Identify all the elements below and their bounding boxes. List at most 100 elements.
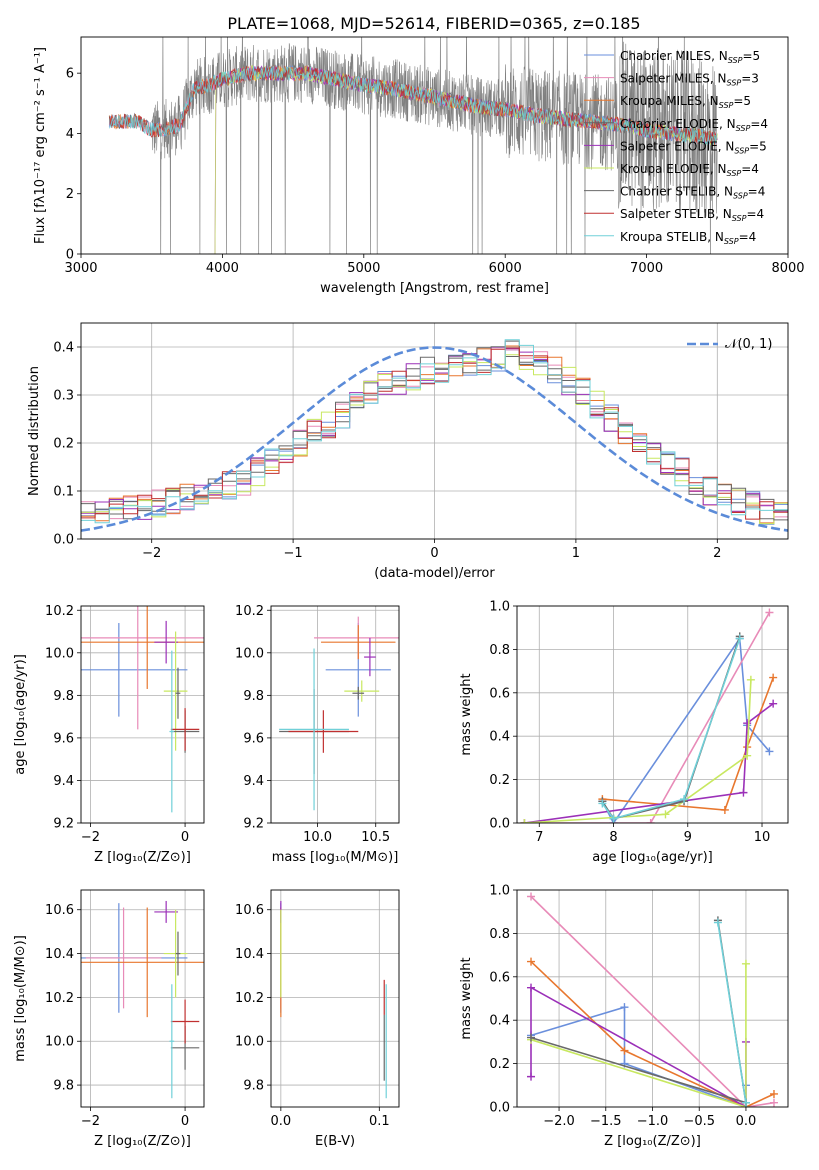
residuals-xtick-label: 1 [572, 546, 580, 561]
weight-vs-Z-ytick-label: 0.2 [489, 1057, 510, 1072]
mass-vs-EBV-frame [270, 889, 400, 1108]
weight-vs-Z-xtick-label: −1.0 [637, 1114, 669, 1129]
legend-entry-n: =5 [749, 139, 767, 153]
figure-title: PLATE=1068, MJD=52614, FIBERID=0365, z=0… [227, 14, 640, 33]
age-vs-Z-ytick-label: 9.4 [53, 774, 74, 789]
weight-marker [527, 1072, 536, 1081]
age-vs-Z-ytick-label: 10.0 [45, 646, 74, 661]
weight-vs-age-xtick-label: 7 [535, 830, 543, 845]
legend-entry-n: =4 [750, 117, 768, 131]
weight-marker [769, 673, 778, 682]
mass-vs-Z-ylabel: mass [log₁₀(M/M⊙)] [13, 935, 28, 1062]
age-vs-mass-ytick-label: 9.8 [243, 689, 264, 704]
mass-vs-EBV-xtick-label: 0.1 [369, 1114, 390, 1129]
legend-entry-name: Chabrier MILES, N [620, 49, 728, 63]
age-vs-mass-ytick-label: 9.6 [243, 731, 264, 746]
mass-vs-EBV-panel: 0.0 0.1 9.8 10.0 10.2 10.4 10.6 E(B-V) [235, 889, 400, 1149]
mass-vs-Z-xtick-label: −2 [81, 1114, 100, 1129]
legend-entry-sub: SSP [727, 79, 742, 88]
spectrum-ytick-label: 6 [66, 67, 74, 82]
weight-vs-Z-xtick-label: −2.0 [543, 1114, 575, 1129]
weight-vs-Z-xtick-label: −0.5 [683, 1114, 715, 1129]
spectrum-xtick-label: 7000 [630, 261, 663, 276]
weight-vs-Z-plot-area [527, 892, 778, 1107]
weight-marker [598, 799, 607, 808]
legend-entry-name: Kroupa MILES, N [620, 94, 719, 108]
weight-marker [765, 747, 774, 756]
legend-entry-sub: SSP [728, 56, 743, 65]
age-vs-mass-ytick-label: 9.4 [243, 774, 264, 789]
legend-entry-n: =4 [746, 207, 764, 221]
weight-line [530, 895, 775, 1107]
residuals-xtick-label: 2 [713, 546, 721, 561]
weight-marker [741, 959, 750, 968]
age-vs-Z-xlabel: Z [log₁₀(Z/Z⊙)] [94, 850, 191, 865]
weight-marker [720, 805, 729, 814]
legend-entry-n: =4 [748, 185, 766, 199]
spectrum-xtick-label: 4000 [206, 261, 239, 276]
weight-vs-Z-xlabel: Z [log₁₀(Z/Z⊙)] [604, 1134, 701, 1149]
weight-vs-age-ytick-label: 0.2 [489, 773, 510, 788]
spectrum-ytick-label: 2 [66, 187, 74, 202]
spectrum-observed-line [151, 37, 718, 254]
spectrum-panel: 3000 4000 5000 6000 7000 8000 0 2 4 6 wavelength [… [33, 36, 805, 296]
spectrum-model-line [108, 65, 718, 145]
weight-vs-age-ytick-label: 0.8 [489, 643, 510, 658]
spectrum-xtick-label: 8000 [771, 261, 804, 276]
weight-line [717, 922, 747, 1103]
weight-line [601, 638, 741, 820]
weight-marker [743, 719, 752, 728]
legend-entry-n: =4 [739, 230, 757, 244]
weight-line [530, 961, 775, 1107]
legend-entry-name: Chabrier ELODIE, N [620, 117, 736, 131]
legend-entry: Salpeter MILES, NSSP=3 [620, 72, 759, 88]
weight-vs-Z-ytick-label: 0.4 [489, 1014, 510, 1029]
legend-entry-name: Kroupa STELIB, N [620, 230, 724, 244]
legend-entry-name: Chabrier STELIB, N [620, 185, 733, 199]
residual-histogram-step [81, 340, 788, 521]
residuals-panel: −2 −1 0 1 2 0.0 0.1 0.2 0.3 0.4 (data-model)/error… [27, 322, 789, 581]
weight-marker [527, 983, 536, 992]
age-vs-Z-ytick-label: 9.8 [53, 689, 74, 704]
spectrum-model-line [108, 64, 718, 144]
weight-vs-age-panel: 7 8 9 10 0.0 0.2 0.4 0.6 0.8 1.0 age [log₁₀(age/yr… [459, 600, 789, 865]
age-vs-mass-xtick-label: 10.5 [361, 830, 390, 845]
residuals-xtick-label: −1 [284, 546, 303, 561]
weight-marker [620, 1003, 629, 1012]
weight-marker [661, 810, 670, 819]
spectrum-ylabel: Flux [fλ10⁻¹⁷ erg cm⁻² s⁻¹ A⁻¹] [33, 47, 48, 244]
weight-marker [527, 892, 536, 901]
mass-vs-Z-xlabel: Z [log₁₀(Z/Z⊙)] [94, 1134, 191, 1149]
residuals-ytick-label: 0.4 [53, 341, 74, 356]
residuals-xlabel: (data-model)/error [374, 566, 495, 581]
weight-vs-age-xtick-label: 10 [754, 830, 771, 845]
weight-line [524, 612, 771, 823]
legend-entry-name: Salpeter ELODIE, N [620, 139, 734, 153]
age-vs-mass-frame [270, 605, 400, 824]
weight-vs-Z-xtick-label: 0.0 [736, 1114, 757, 1129]
mass-vs-Z-frame [80, 889, 205, 1108]
weight-marker [520, 819, 529, 823]
weight-vs-age-ytick-label: 0.4 [489, 730, 510, 745]
weight-vs-age-ytick-label: 0.6 [489, 686, 510, 701]
legend-entry-n: =5 [742, 49, 760, 63]
residuals-ylabel: Normed distribution [27, 366, 42, 496]
spectrum-xlabel: wavelength [Angstrom, rest frame] [320, 281, 549, 296]
mass-vs-EBV-ytick-label: 10.6 [235, 903, 264, 918]
age-vs-mass-xtick-label: 10.0 [303, 830, 332, 845]
legend-entry-n: =5 [733, 94, 751, 108]
residuals-ytick-label: 0.3 [53, 389, 74, 404]
weight-vs-Z-ytick-label: 0.8 [489, 927, 510, 942]
spectrum-ytick-label: 4 [66, 127, 74, 142]
weight-marker [680, 795, 689, 804]
residuals-xtick-label: 0 [430, 546, 438, 561]
legend-entry-name: Kroupa ELODIE, N [620, 162, 727, 176]
legend-entry: Chabrier MILES, NSSP=5 [620, 49, 760, 65]
legend-entry: Chabrier STELIB, NSSP=4 [620, 185, 765, 201]
legend-entry-sub: SSP [719, 101, 734, 110]
weight-vs-Z-ytick-label: 0.0 [489, 1101, 510, 1116]
mass-vs-Z-ytick-label: 10.2 [45, 991, 74, 1006]
mass-vs-Z-ytick-label: 10.0 [45, 1035, 74, 1050]
residuals-xtick-label: −2 [142, 546, 161, 561]
